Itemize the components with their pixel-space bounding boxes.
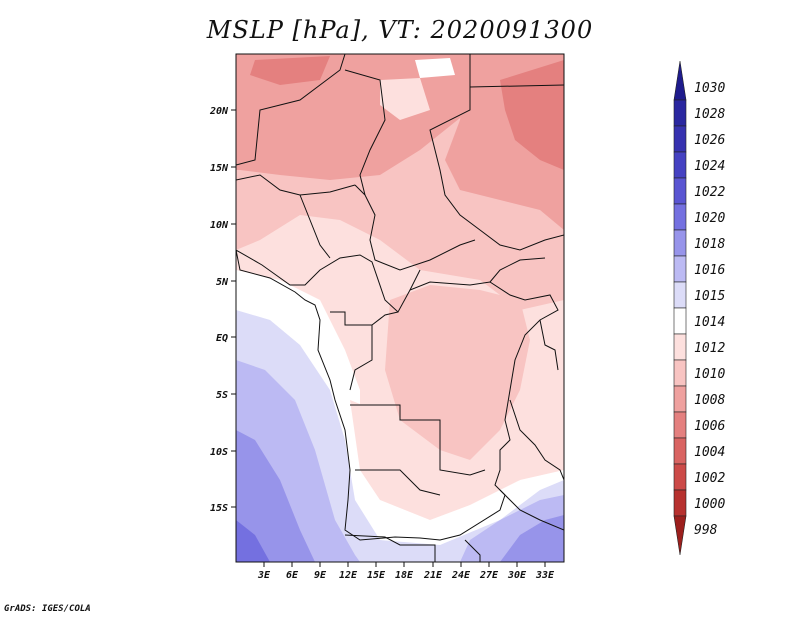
colorbar-swatch: [673, 177, 687, 205]
colorbar-label: 1026: [694, 133, 725, 148]
lat-label: 20N: [209, 106, 229, 117]
colorbar-swatch: [673, 307, 687, 335]
colorbar-label: 1006: [694, 419, 725, 434]
colorbar-label: 1012: [694, 341, 725, 356]
lat-label: 10N: [210, 220, 229, 231]
colorbar-swatch: [673, 281, 687, 309]
colorbar-label: 1018: [694, 237, 725, 252]
colorbar: 1030 1028 1026 1024 1022 1020 1018 1016 1015 1014…: [673, 60, 725, 556]
colorbar-swatch: [673, 515, 687, 556]
field-1010-congo: [385, 285, 530, 460]
colorbar-swatch: [673, 99, 687, 127]
lon-label: 12E: [339, 570, 358, 581]
colorbar-label: 1024: [694, 159, 725, 174]
colorbar-swatch: [673, 463, 687, 491]
grads-credit: GrADS: IGES/COLA: [4, 604, 91, 614]
field-1006-nw: [250, 56, 330, 85]
lon-label: 21E: [423, 570, 443, 581]
colorbar-swatch: [673, 125, 687, 153]
country-borders: [236, 54, 564, 562]
colorbar-label: 1022: [694, 185, 725, 200]
colorbar-swatch: [673, 411, 687, 439]
lat-label: 5S: [216, 390, 228, 401]
colorbar-label: 1028: [694, 107, 725, 122]
colorbar-label: 1008: [694, 393, 725, 408]
lon-label: 6E: [286, 570, 299, 581]
field-1006: [500, 60, 564, 170]
lat-label: EQ: [216, 333, 228, 344]
coastline: [236, 249, 559, 541]
lon-label: 3E: [257, 570, 271, 581]
colorbar-label: 1002: [694, 471, 725, 486]
lon-label: 27E: [479, 570, 499, 581]
lon-label: 15E: [367, 570, 386, 581]
colorbar-swatch: [673, 385, 687, 413]
lat-label: 5N: [216, 277, 229, 288]
lon-label: 18E: [395, 570, 414, 581]
lon-label: 33E: [535, 570, 555, 581]
lat-label: 15S: [210, 503, 228, 514]
lon-label: 30E: [507, 570, 527, 581]
field-1018-west: [236, 430, 315, 562]
colorbar-label: 998: [694, 523, 718, 538]
colorbar-swatch: [673, 255, 687, 283]
colorbar-label: 1000: [694, 497, 725, 512]
colorbar-swatch: [673, 60, 687, 101]
lon-axis: 3E 6E 9E 12E 15E 18E 21E 24E 27E 30E 33E: [257, 562, 555, 581]
colorbar-label: 1030: [694, 81, 725, 96]
chart-title: MSLP [hPa], VT: 2020091300: [206, 16, 594, 44]
colorbar-label: 1015: [694, 289, 725, 304]
lon-label: 9E: [314, 570, 327, 581]
colorbar-swatch: [673, 359, 687, 387]
colorbar-label: 1004: [694, 445, 725, 460]
colorbar-swatch: [673, 333, 687, 361]
colorbar-label: 1020: [694, 211, 725, 226]
colorbar-swatch: [673, 203, 687, 231]
colorbar-swatch: [673, 229, 687, 257]
lat-axis: 20N 15N 10N 5N EQ 5S 10S 15S: [209, 106, 236, 514]
map-frame: [235, 53, 565, 563]
colorbar-swatch: [673, 489, 687, 517]
field-1020: [236, 520, 270, 562]
colorbar-swatch: [673, 437, 687, 465]
field-1018-se: [500, 515, 564, 562]
lat-label: 10S: [210, 447, 228, 458]
colorbar-swatch: [673, 151, 687, 179]
lat-label: 15N: [210, 163, 229, 174]
colorbar-label: 1016: [694, 263, 725, 278]
colorbar-label: 1014: [694, 315, 725, 330]
colorbar-label: 1010: [694, 367, 725, 382]
lon-label: 24E: [451, 570, 471, 581]
